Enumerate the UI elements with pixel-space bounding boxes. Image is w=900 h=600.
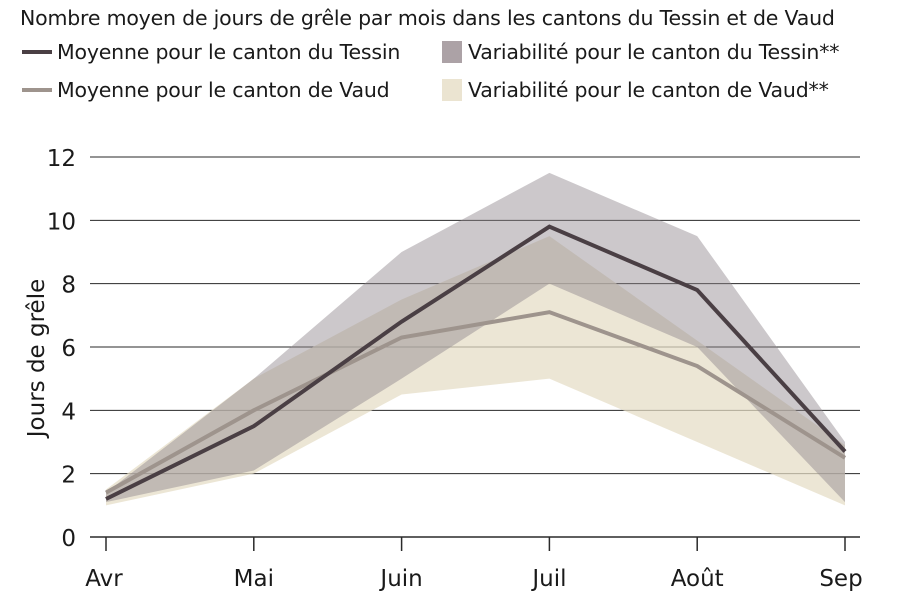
legend-line-vaud [22, 88, 52, 92]
y-axis-title: Jours de grêle [24, 279, 50, 439]
x-tick-label-avr: Avr [85, 566, 123, 592]
legend-label-vaud-mean: Moyenne pour le canton de Vaud [57, 78, 390, 102]
x-tick-labels: Avr Mai Juin Juil Août Sep [85, 566, 862, 592]
legend-label-tessin-variability: Variabilité pour le canton du Tessin** [468, 40, 840, 64]
y-tick-label-12: 12 [47, 146, 76, 172]
x-tick-label-sep: Sep [819, 566, 862, 592]
y-tick-label-0: 0 [61, 526, 76, 552]
variability-band-vaud [106, 236, 845, 506]
variability-band-tessin [106, 172, 845, 503]
legend-item-vaud-mean: Moyenne pour le canton de Vaud [22, 78, 390, 102]
y-tick-label-4: 4 [61, 399, 76, 425]
x-tick-label-juil: Juil [530, 566, 566, 592]
legend-item-vaud-variability: Variabilité pour le canton de Vaud** [442, 78, 829, 102]
chart-title: Nombre moyen de jours de grêle par mois … [20, 6, 835, 30]
y-tick-label-10: 10 [47, 209, 76, 235]
mean-line-vaud [105, 310, 847, 495]
legend-swatch-tessin [442, 41, 462, 63]
legend-swatch-vaud [442, 79, 462, 101]
y-tick-labels: 0 2 4 6 8 10 12 [47, 146, 76, 552]
x-axis [90, 536, 860, 551]
legend-line-tessin [22, 50, 52, 54]
y-tick-label-6: 6 [61, 336, 76, 362]
legend-item-tessin-mean: Moyenne pour le canton du Tessin [22, 40, 400, 64]
legend-label-vaud-variability: Variabilité pour le canton de Vaud** [468, 78, 829, 102]
mean-line-tessin [105, 224, 847, 501]
variability-bands [106, 172, 845, 506]
x-tick-label-août: Août [671, 566, 724, 592]
x-tick-label-mai: Mai [234, 566, 274, 592]
legend-label-tessin-mean: Moyenne pour le canton du Tessin [57, 40, 401, 64]
x-tick-label-juin: Juin [378, 566, 422, 592]
legend-item-tessin-variability: Variabilité pour le canton du Tessin** [442, 40, 840, 64]
y-tick-label-2: 2 [61, 463, 76, 489]
chart-legend: Moyenne pour le canton du Tessin Variabi… [22, 40, 892, 120]
mean-lines [105, 224, 847, 501]
y-tick-label-8: 8 [61, 273, 76, 299]
